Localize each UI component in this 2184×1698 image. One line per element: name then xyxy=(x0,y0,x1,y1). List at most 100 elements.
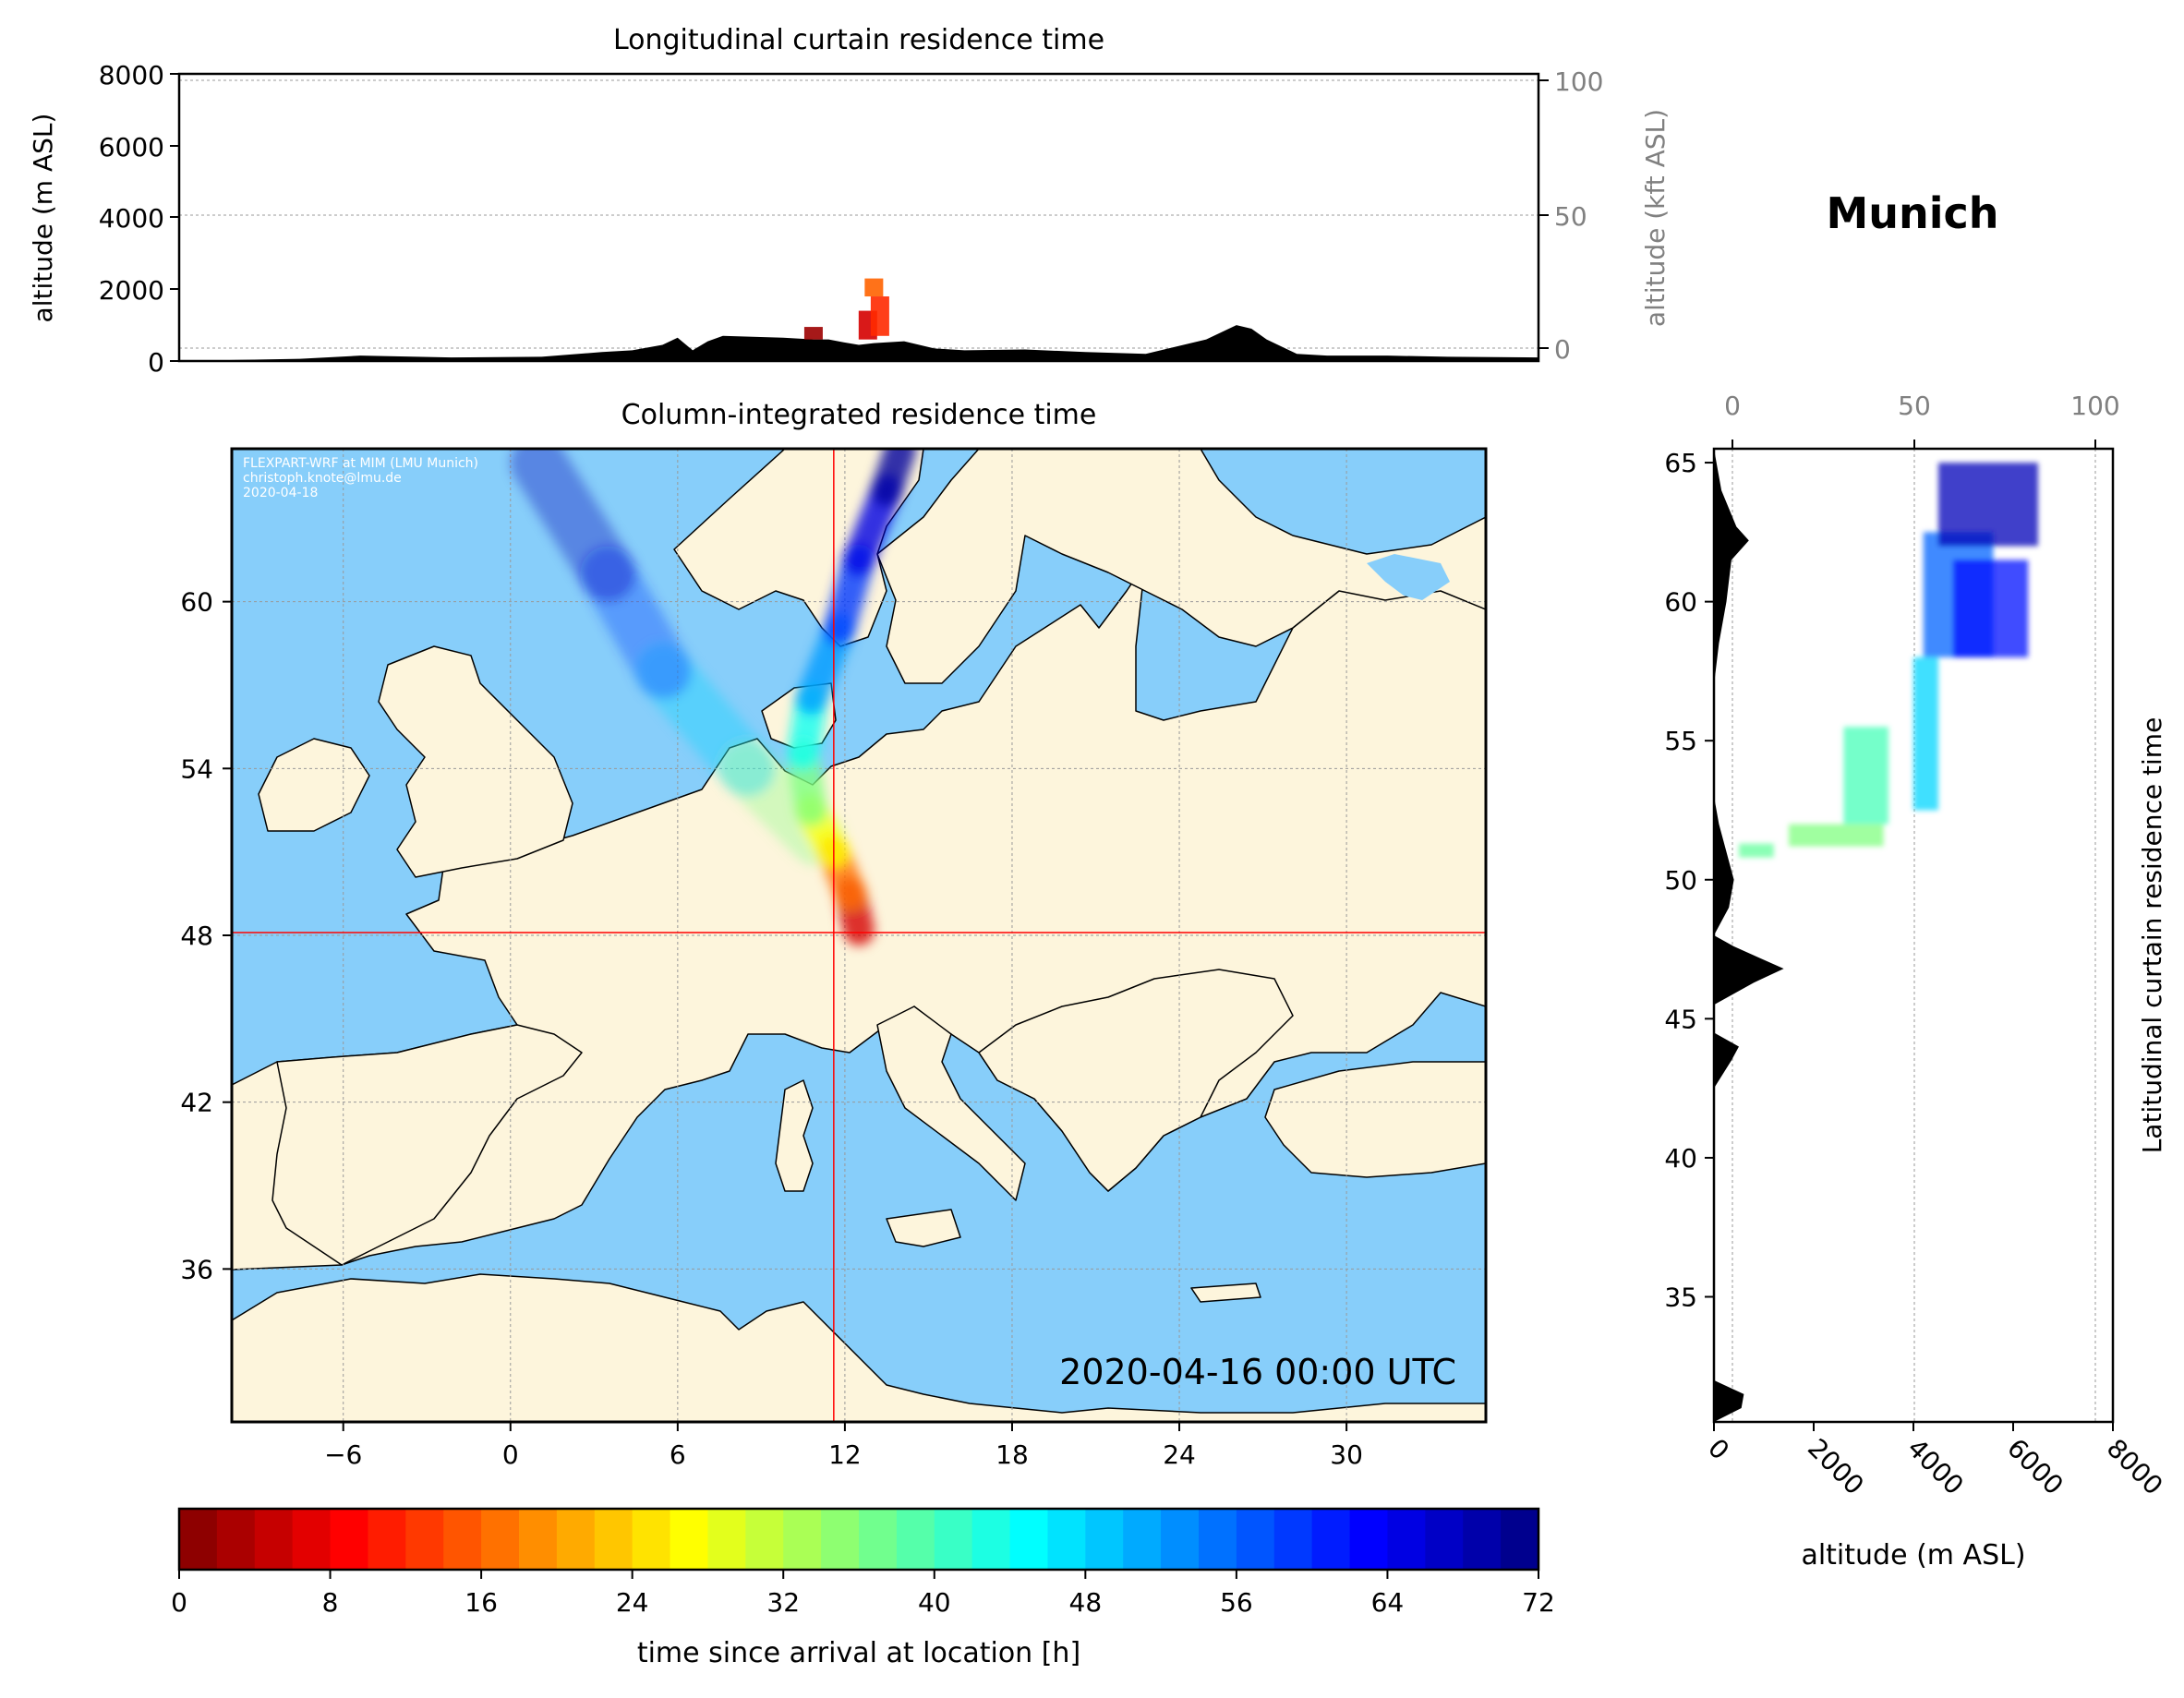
land-sicily xyxy=(886,1209,961,1247)
colorbar-cell xyxy=(1425,1509,1464,1570)
land-ireland xyxy=(258,738,370,832)
side-plume-cell xyxy=(1953,560,2029,657)
colorbar-cell xyxy=(670,1509,709,1570)
land-iberia xyxy=(271,1024,583,1266)
land-sweden-finland xyxy=(876,449,1486,684)
side-panel-xlabel: altitude (m ASL) xyxy=(1801,1539,2025,1572)
side-plume-cell xyxy=(1938,463,2038,547)
map-xtick-label: −6 xyxy=(324,1439,362,1470)
colorbar-cell xyxy=(519,1509,558,1570)
colorbar-cell xyxy=(783,1509,822,1570)
side-plume-cell xyxy=(1843,727,1888,825)
side-ytick-label: 55 xyxy=(1664,726,1697,756)
map-ytick-label: 54 xyxy=(180,753,213,784)
top-panel-terrain xyxy=(179,325,1538,361)
colorbar-cell xyxy=(821,1509,860,1570)
watermark-line: christoph.knote@lmu.de xyxy=(243,471,402,486)
colorbar-cell xyxy=(292,1509,332,1570)
map-ytick-label: 48 xyxy=(180,921,213,951)
side-ytick-label: 60 xyxy=(1664,587,1697,618)
side-ytick-label: 65 xyxy=(1664,448,1697,478)
colorbar-cell xyxy=(1349,1509,1389,1570)
map-ytick-label: 36 xyxy=(180,1254,213,1284)
colorbar-cell xyxy=(1047,1509,1086,1570)
top-plume-cell xyxy=(870,296,889,336)
colorbar-frame xyxy=(177,1507,1540,1572)
top-plume-cell xyxy=(803,327,823,340)
top-panel: Longitudinal curtain residence time 8000… xyxy=(28,24,1671,378)
side-xtick-label: 4000 xyxy=(1901,1433,1970,1501)
colorbar-cell xyxy=(1273,1509,1313,1570)
colorbar-tick-label: 64 xyxy=(1371,1587,1405,1618)
side-panel-frame xyxy=(1712,447,2115,1424)
colorbar-cell xyxy=(745,1509,784,1570)
land-britain xyxy=(378,645,573,878)
side-top-xtick-label: 50 xyxy=(1898,391,1931,421)
top-ytick-label: 2000 xyxy=(99,275,164,306)
colorbar-cell xyxy=(1085,1509,1124,1570)
side-panel-grid xyxy=(1732,449,2096,1422)
colorbar-cell xyxy=(1387,1509,1426,1570)
location-title: Munich xyxy=(1826,188,1998,238)
side-panel-axes: 65 60 55 50 45 40 35 xyxy=(1664,448,2114,1431)
side-top-axis: 0 50 100 xyxy=(1724,391,2120,449)
top-ytick-label: 8000 xyxy=(99,60,164,90)
map-xtick-label: 6 xyxy=(670,1439,686,1470)
top-panel-ylabel: altitude (m ASL) xyxy=(28,114,58,323)
side-panel-terrain xyxy=(1714,449,1784,1422)
map-xtick-label: 30 xyxy=(1330,1439,1363,1470)
colorbar-cell xyxy=(707,1509,746,1570)
land-turkey xyxy=(1264,1061,1486,1178)
colorbar-cell xyxy=(481,1509,520,1570)
colorbar-cell xyxy=(405,1509,444,1570)
watermark-line: 2020-04-18 xyxy=(243,486,318,500)
side-ytick-label: 35 xyxy=(1664,1282,1697,1312)
side-xtick-label: 2000 xyxy=(1802,1433,1870,1501)
colorbar-cell xyxy=(443,1509,482,1570)
colorbar-cell xyxy=(1311,1509,1351,1570)
colorbar-cell xyxy=(1236,1509,1275,1570)
side-xtick-label: 8000 xyxy=(2101,1433,2169,1501)
colorbar-cell xyxy=(1161,1509,1200,1570)
top-panel-title: Longitudinal curtain residence time xyxy=(613,24,1104,56)
watermark-line: FLEXPART-WRF at MIM (LMU Munich) xyxy=(243,456,478,471)
map-panel: Column-integrated residence time xyxy=(180,399,1488,1470)
colorbar-cell xyxy=(934,1509,973,1570)
side-panel-plume xyxy=(1739,463,2038,858)
colorbar: 0 8 16 24 32 40 48 56 64 72 time since arrival at… xyxy=(171,1507,1555,1669)
side-plume-cell xyxy=(1789,824,1884,847)
colorbar-tick-label: 32 xyxy=(766,1587,800,1618)
map-panel-title: Column-integrated residence time xyxy=(621,399,1097,431)
colorbar-cell xyxy=(632,1509,671,1570)
top-panel-left-axis: 8000 6000 4000 2000 0 altitude (m ASL) xyxy=(28,60,179,378)
map-axes: −6 0 6 12 18 24 30 60 54 48 42 36 xyxy=(180,587,1363,1470)
colorbar-cell xyxy=(1501,1509,1539,1570)
colorbar-label: time since arrival at location [h] xyxy=(637,1637,1080,1669)
colorbar-cell xyxy=(1123,1509,1162,1570)
map-plume-segment xyxy=(510,449,636,602)
land-north-africa xyxy=(232,1273,1486,1422)
map-ytick-label: 60 xyxy=(180,587,213,618)
map-ytick-label: 42 xyxy=(180,1088,213,1118)
side-plume-cell xyxy=(1739,843,1774,858)
side-panel: 65 60 55 50 45 40 35 0 50 100 altitude (m ASL)… xyxy=(1664,391,2168,1572)
top-right-ytick-label: 0 xyxy=(1554,334,1571,365)
top-right-ytick-label: 50 xyxy=(1554,201,1587,232)
top-ytick-label: 6000 xyxy=(99,132,164,163)
map-plume-segment xyxy=(871,449,917,507)
receptor-crosshair xyxy=(232,449,1486,1422)
top-right-ytick-label: 100 xyxy=(1554,66,1603,97)
land-italy xyxy=(876,1006,1026,1201)
colorbar-cell xyxy=(556,1509,596,1570)
land-balkans xyxy=(978,969,1294,1192)
colorbar-cell xyxy=(179,1509,218,1570)
top-panel-grid xyxy=(179,79,1538,349)
colorbar-cell xyxy=(859,1509,898,1570)
land-crete xyxy=(1190,1283,1261,1303)
colorbar-cell xyxy=(1009,1509,1049,1570)
colorbar-tick-label: 0 xyxy=(171,1587,187,1618)
colorbar-tick-label: 24 xyxy=(616,1587,649,1618)
map-xtick-label: 0 xyxy=(502,1439,519,1470)
colorbar-tick-label: 8 xyxy=(322,1587,339,1618)
